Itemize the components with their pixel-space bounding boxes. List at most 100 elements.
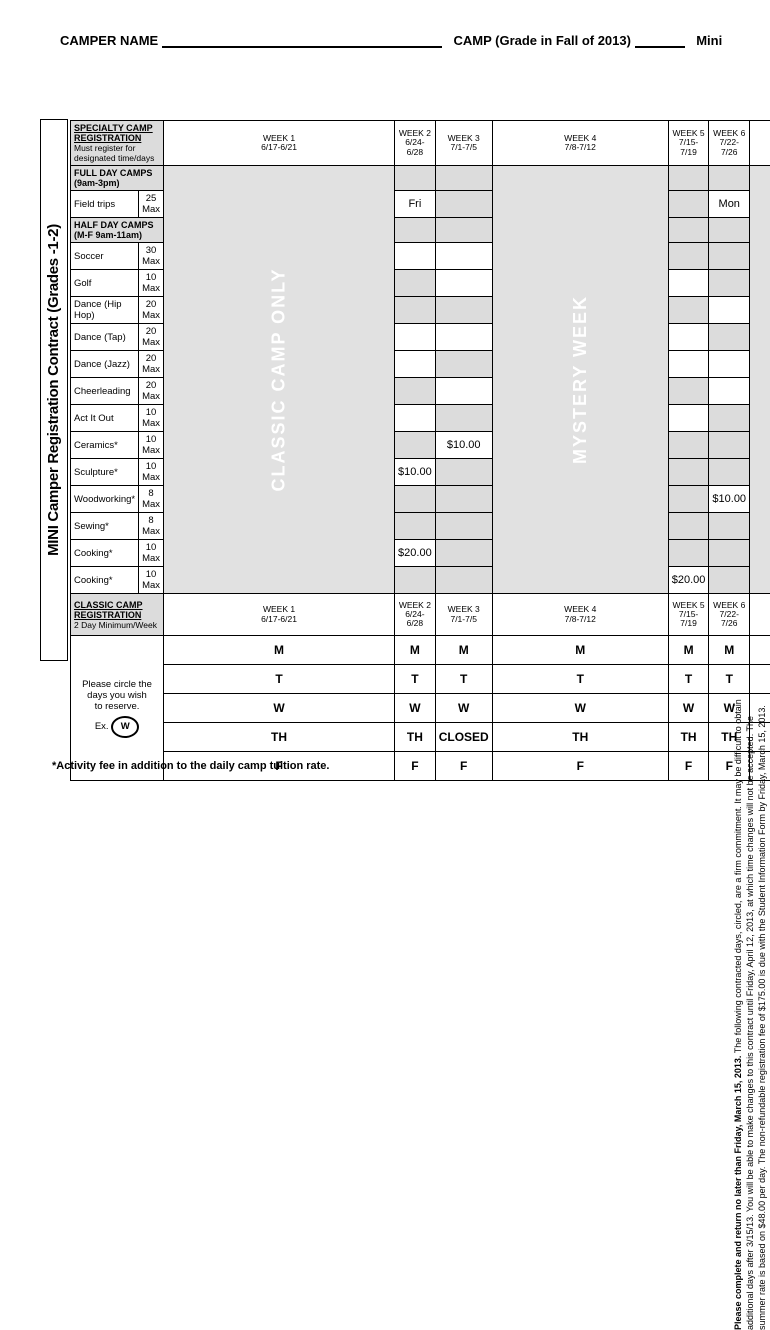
cell-r3-w2[interactable] — [395, 297, 436, 324]
cell-r1-w6[interactable] — [709, 243, 750, 270]
day-cell-w1-TH[interactable]: TH — [164, 723, 395, 752]
cell-r2-w2[interactable] — [395, 270, 436, 297]
cell-r10-w6[interactable]: $10.00 — [709, 486, 750, 513]
cell-r6-w5[interactable] — [668, 378, 709, 405]
cell-r11-w3[interactable] — [435, 513, 492, 540]
day-cell-w3-M[interactable]: M — [435, 636, 492, 665]
day-cell-w1-M[interactable]: M — [164, 636, 395, 665]
cell-r1-w5[interactable] — [668, 243, 709, 270]
cell-r11-w6[interactable] — [709, 513, 750, 540]
wk-hdr: WEEK 57/15-7/19 — [668, 594, 709, 636]
cell-r12-w2[interactable]: $20.00 — [395, 540, 436, 567]
week4-banner: MYSTERY WEEK — [492, 166, 668, 594]
cell-r10-w3[interactable] — [435, 486, 492, 513]
day-cell-w5-M[interactable]: M — [668, 636, 709, 665]
cell-r6-w6[interactable] — [709, 378, 750, 405]
wk-hdr-7: WEEK 77/29-8/2 — [750, 121, 770, 166]
cell-r4-w3[interactable] — [435, 324, 492, 351]
cell-r10-w5[interactable] — [668, 486, 709, 513]
day-cell-w5-F[interactable]: F — [668, 752, 709, 781]
cell-r11-w2[interactable] — [395, 513, 436, 540]
cell-r3-w3[interactable] — [435, 297, 492, 324]
cell-r12-w6[interactable] — [709, 540, 750, 567]
camper-name-line[interactable] — [162, 32, 442, 48]
wk-hdr: WEEK 37/1-7/5 — [435, 594, 492, 636]
cell-r3-w5[interactable] — [668, 297, 709, 324]
cell-r8-w6[interactable] — [709, 432, 750, 459]
cell-r0-w2[interactable]: Fri — [395, 191, 436, 218]
day-cell-w1-W[interactable]: W — [164, 694, 395, 723]
row-max: 10 Max — [139, 567, 164, 594]
cell-r5-w2[interactable] — [395, 351, 436, 378]
wk-hdr-6: WEEK 67/22-7/26 — [709, 121, 750, 166]
spec-hdr-cell: SPECIALTY CAMP REGISTRATION Must registe… — [71, 121, 164, 166]
cell-r4-w5[interactable] — [668, 324, 709, 351]
cell-r7-w5[interactable] — [668, 405, 709, 432]
cell-r13-w2[interactable] — [395, 567, 436, 594]
cell-r6-w2[interactable] — [395, 378, 436, 405]
day-cell-w4-W[interactable]: W — [492, 694, 668, 723]
cell-r7-w2[interactable] — [395, 405, 436, 432]
cell-r3-w6[interactable] — [709, 297, 750, 324]
day-cell-w4-T[interactable]: T — [492, 665, 668, 694]
cell-r5-w5[interactable] — [668, 351, 709, 378]
day-cell-w3-F[interactable]: F — [435, 752, 492, 781]
day-cell-w5-W[interactable]: W — [668, 694, 709, 723]
day-cell-w3-W[interactable]: W — [435, 694, 492, 723]
day-cell-w2-T[interactable]: T — [395, 665, 436, 694]
cell-r13-w6[interactable] — [709, 567, 750, 594]
day-cell-w5-T[interactable]: T — [668, 665, 709, 694]
day-cell-w4-F[interactable]: F — [492, 752, 668, 781]
day-cell-w2-F[interactable]: F — [395, 752, 436, 781]
day-cell-w3-TH[interactable]: CLOSED — [435, 723, 492, 752]
cell-r4-w2[interactable] — [395, 324, 436, 351]
footnote: *Activity fee in addition to the daily c… — [52, 760, 329, 772]
cell-r6-w3[interactable] — [435, 378, 492, 405]
cell-r7-w6[interactable] — [709, 405, 750, 432]
cell-r12-w3[interactable] — [435, 540, 492, 567]
cell-r1-w3[interactable] — [435, 243, 492, 270]
cell-r8-w5[interactable] — [668, 432, 709, 459]
cell-r9-w5[interactable] — [668, 459, 709, 486]
day-cell-w3-T[interactable]: T — [435, 665, 492, 694]
wk-hdr: WEEK 77/29-8/2 — [750, 594, 770, 636]
cell-r0-w3[interactable] — [435, 191, 492, 218]
cell-r9-w2[interactable]: $10.00 — [395, 459, 436, 486]
day-cell-w2-M[interactable]: M — [395, 636, 436, 665]
cell-r2-w5[interactable] — [668, 270, 709, 297]
cell-r13-w3[interactable] — [435, 567, 492, 594]
cell-r5-w6[interactable] — [709, 351, 750, 378]
cell-r4-w6[interactable] — [709, 324, 750, 351]
camp-grade-label: CAMP (Grade in Fall of 2013) — [453, 33, 630, 48]
cell-r1-w2[interactable] — [395, 243, 436, 270]
day-cell-w2-TH[interactable]: TH — [395, 723, 436, 752]
cell-r9-w3[interactable] — [435, 459, 492, 486]
day-cell-w7-M[interactable]: M — [750, 636, 770, 665]
cell-r0-w6[interactable]: Mon — [709, 191, 750, 218]
cell-r2-w3[interactable] — [435, 270, 492, 297]
cell-r10-w2[interactable] — [395, 486, 436, 513]
cell-r11-w5[interactable] — [668, 513, 709, 540]
cell-r5-w3[interactable] — [435, 351, 492, 378]
day-cell-w6-M[interactable]: M — [709, 636, 750, 665]
cell-r0-w5[interactable] — [668, 191, 709, 218]
camp-grade-line[interactable] — [635, 32, 685, 48]
row-max: 10 Max — [139, 540, 164, 567]
cell-r12-w5[interactable] — [668, 540, 709, 567]
cell-r7-w3[interactable] — [435, 405, 492, 432]
row-name: Golf — [71, 270, 139, 297]
cell-r8-w2[interactable] — [395, 432, 436, 459]
day-cell-w5-TH[interactable]: TH — [668, 723, 709, 752]
cell-r13-w5[interactable]: $20.00 — [668, 567, 709, 594]
cell-r2-w6[interactable] — [709, 270, 750, 297]
cell-r9-w6[interactable] — [709, 459, 750, 486]
row-name: Cooking* — [71, 540, 139, 567]
spec-hdr-sub: Must register for designated time/days — [74, 143, 160, 163]
day-cell-w4-M[interactable]: M — [492, 636, 668, 665]
spec-header-row: SPECIALTY CAMP REGISTRATION Must registe… — [71, 121, 770, 166]
row-max: 8 Max — [139, 486, 164, 513]
day-cell-w1-T[interactable]: T — [164, 665, 395, 694]
day-cell-w4-TH[interactable]: TH — [492, 723, 668, 752]
day-cell-w2-W[interactable]: W — [395, 694, 436, 723]
cell-r8-w3[interactable]: $10.00 — [435, 432, 492, 459]
